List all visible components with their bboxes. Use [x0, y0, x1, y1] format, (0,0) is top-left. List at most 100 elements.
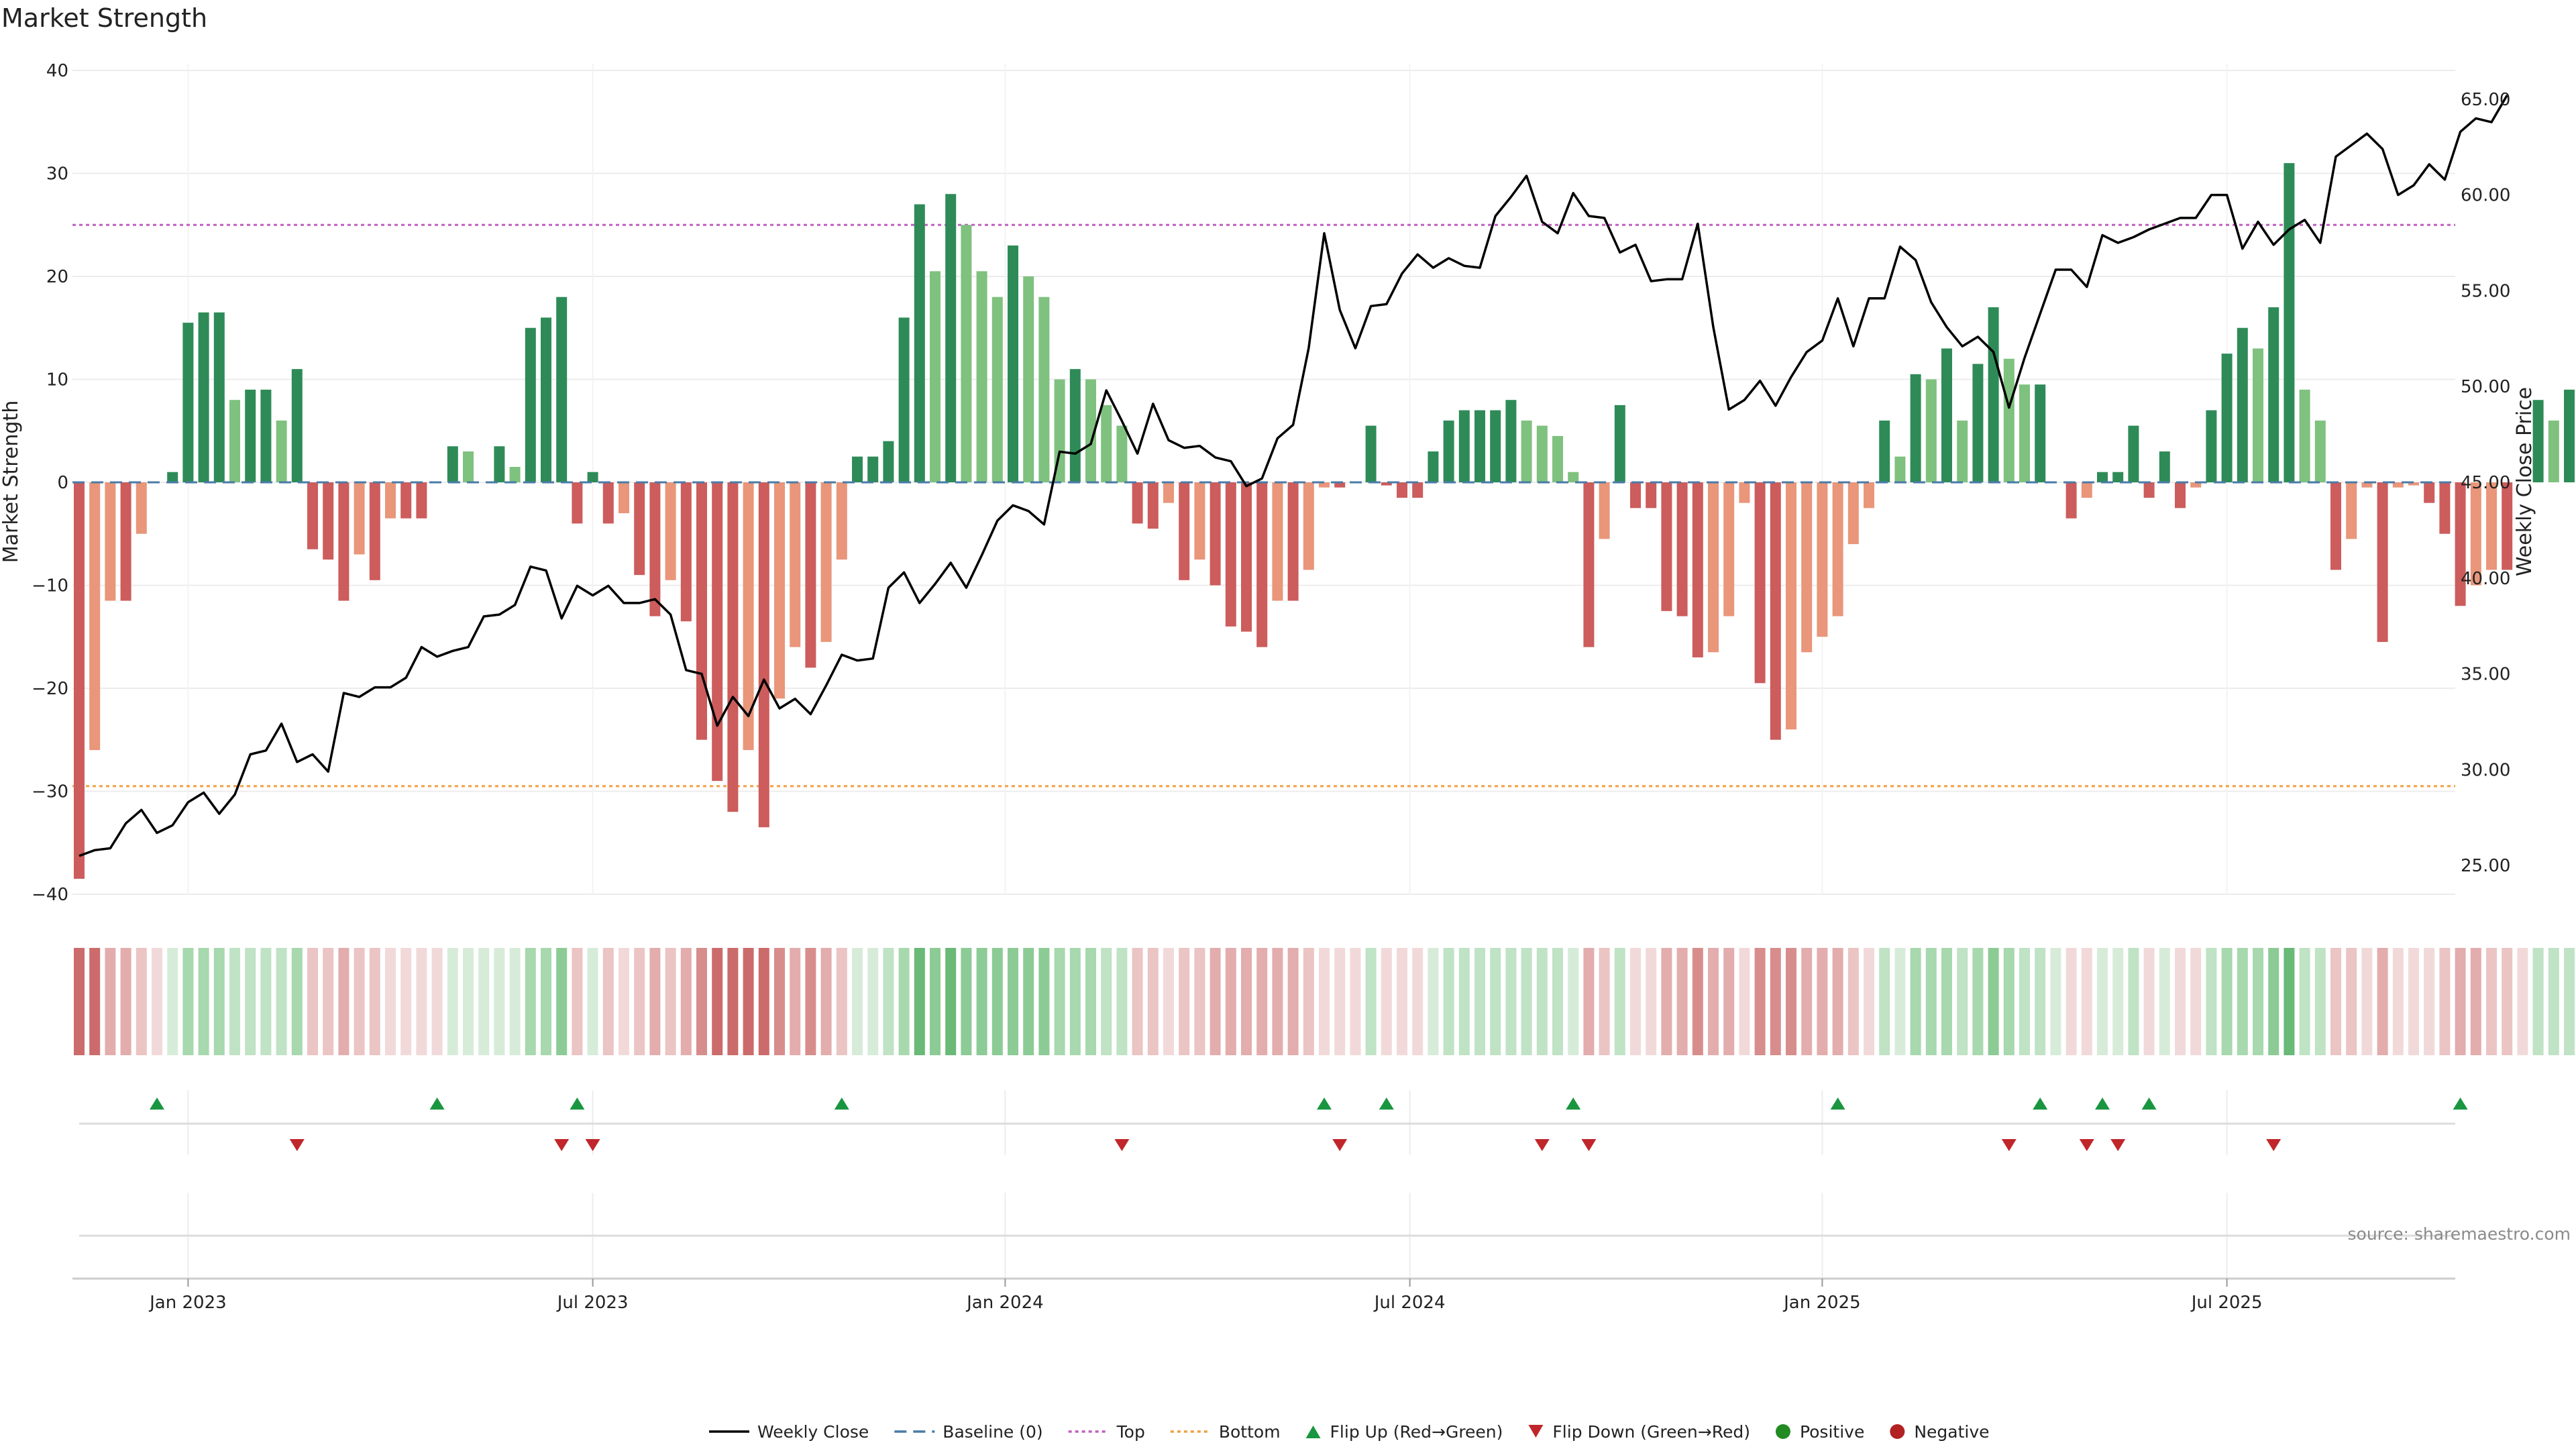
strength-bar [416, 482, 427, 519]
heat-cell [758, 948, 769, 1055]
empty-lower-panel [72, 1193, 2455, 1280]
flip-down-marker [1332, 1139, 1348, 1151]
legend-label: Positive [1800, 1422, 1864, 1442]
heat-cell [1116, 948, 1128, 1055]
heat-cell [1661, 948, 1672, 1055]
heat-cell [1256, 948, 1268, 1055]
heat-cell [1864, 948, 1874, 1055]
heat-cell [291, 948, 303, 1055]
strength-bar [836, 482, 847, 560]
heat-cell [1910, 948, 1921, 1055]
flip-down-marker [1581, 1139, 1597, 1151]
heat-cell [1568, 948, 1579, 1055]
heat-cell [2221, 948, 2233, 1055]
strength-bar [587, 472, 598, 482]
strength-bar [1179, 482, 1190, 580]
strength-bar [1786, 482, 1796, 730]
legend-swatch-positive [1775, 1424, 1790, 1439]
heat-cell [1847, 948, 1859, 1055]
heat-cell [1101, 948, 1112, 1055]
strength-bar [1864, 482, 1874, 508]
heat-cell [2424, 948, 2435, 1055]
strength-bar [602, 482, 614, 524]
strength-bar [2221, 354, 2233, 482]
heat-cell [2361, 948, 2373, 1055]
heat-cell [509, 948, 521, 1055]
heat-cell [898, 948, 910, 1055]
heat-cell [727, 948, 739, 1055]
strength-bar [945, 194, 957, 482]
heat-cell [2253, 948, 2263, 1055]
strength-bar [1069, 369, 1081, 482]
legend-swatch-flip-down [1528, 1425, 1544, 1438]
strength-bar [2065, 482, 2077, 519]
legend-item-bottom: Bottom [1170, 1422, 1281, 1442]
strength-bar [2019, 384, 2030, 482]
strength-bar [276, 420, 287, 482]
heat-cell [2284, 948, 2295, 1055]
heat-cell [245, 948, 256, 1055]
strength-bar [2548, 420, 2559, 482]
heat-cell [1723, 948, 1735, 1055]
heat-cell [665, 948, 676, 1055]
strength-bar [1988, 307, 1999, 482]
strength-bar [105, 482, 116, 601]
flip-up-marker [570, 1097, 585, 1110]
heat-cell [2050, 948, 2061, 1055]
heat-cell [1630, 948, 1641, 1055]
heat-cell [1832, 948, 1843, 1055]
heat-cell [2081, 948, 2092, 1055]
flip-up-marker [2141, 1097, 2157, 1110]
left-tick-label: 10 [46, 370, 68, 390]
strength-bar [1770, 482, 1781, 740]
heat-cell [1583, 948, 1595, 1055]
strength-bar [1381, 482, 1392, 486]
strength-bar [369, 482, 380, 580]
heat-cell [2439, 948, 2451, 1055]
heat-cell [1381, 948, 1392, 1055]
heat-cell [790, 948, 801, 1055]
heat-cell [2408, 948, 2419, 1055]
flip-up-marker [834, 1097, 849, 1110]
strength-bar [914, 204, 925, 482]
heat-cell [1225, 948, 1236, 1055]
flip-up-marker [2033, 1097, 2048, 1110]
strength-bar [307, 482, 318, 549]
right-tick-label: 35.00 [2461, 665, 2510, 685]
strength-bar [2003, 358, 2015, 482]
strength-bar [198, 312, 209, 482]
legend-item-flip_up: Flip Up (Red→Green) [1305, 1422, 1503, 1442]
heat-cell [167, 948, 178, 1055]
legend-swatch-flip-up [1305, 1426, 1321, 1438]
right-tick-label: 25.00 [2461, 856, 2510, 876]
strength-bar [2081, 482, 2092, 498]
heat-cell [1038, 948, 1050, 1055]
heat-cell [572, 948, 583, 1055]
heat-cell [1085, 948, 1096, 1055]
heat-cell [369, 948, 380, 1055]
strength-bar [2486, 482, 2497, 570]
heat-cell [213, 948, 225, 1055]
legend-item-positive: Positive [1775, 1422, 1864, 1442]
strength-bar [260, 389, 272, 482]
heat-cell [1957, 948, 1968, 1055]
heat-cell [961, 948, 972, 1055]
strength-bar [1334, 482, 1346, 488]
heat-cell [1179, 948, 1190, 1055]
heat-cell [2346, 948, 2357, 1055]
y-axis-label-right: Weekly Close Price [2513, 387, 2536, 576]
strength-bar [1272, 482, 1283, 601]
heat-cell [2502, 948, 2513, 1055]
strength-bar [665, 482, 676, 580]
strength-bar [525, 327, 536, 482]
heat-cell [1925, 948, 1937, 1055]
strength-bar [1723, 482, 1735, 616]
strength-bar [727, 482, 739, 812]
heat-cell [1412, 948, 1424, 1055]
heat-cell [1536, 948, 1548, 1055]
strength-bar [2143, 482, 2155, 498]
strength-bar [2392, 482, 2404, 488]
strength-bar [2439, 482, 2451, 534]
flip-down-marker [1534, 1139, 1550, 1151]
weekly-close-line [78, 95, 2508, 857]
